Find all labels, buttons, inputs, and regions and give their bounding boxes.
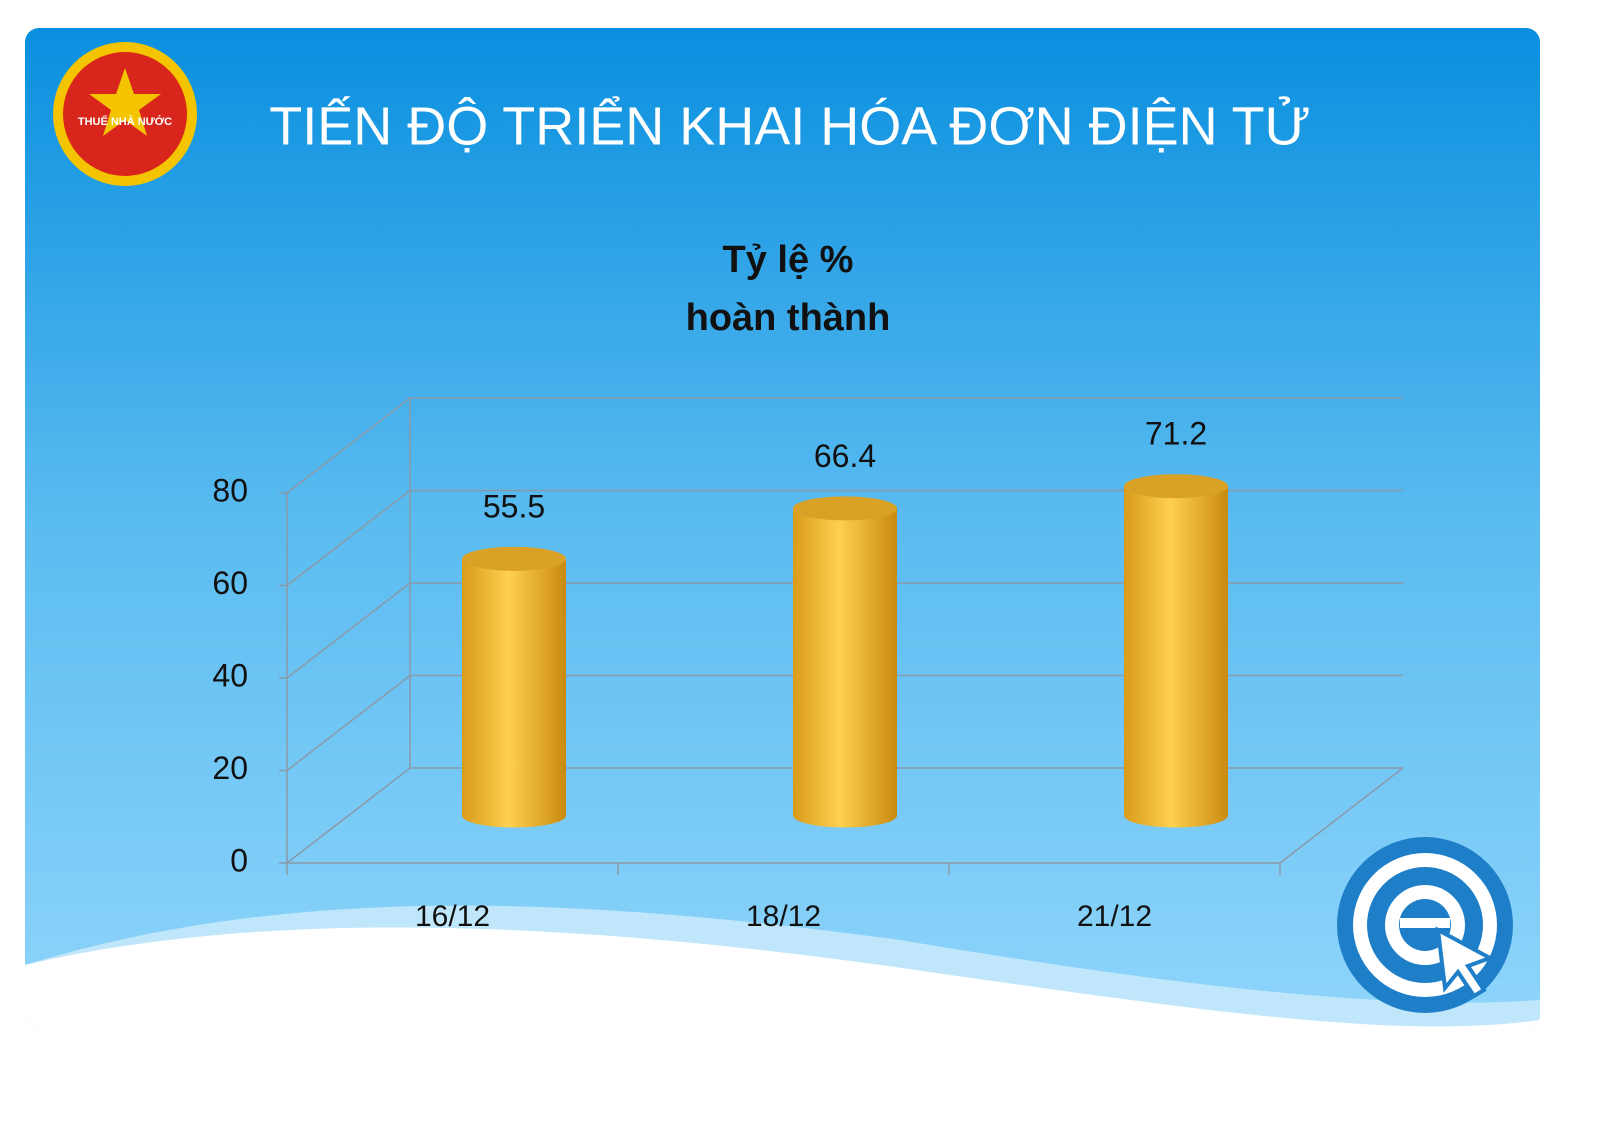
y-tick-label: 60 <box>212 565 248 601</box>
y-tick-label: 40 <box>212 657 248 693</box>
slide-title: TIẾN ĐỘ TRIỂN KHAI HÓA ĐƠN ĐIỆN TỬ <box>269 96 1311 156</box>
chart-title: hoàn thành <box>686 297 891 339</box>
grid-line <box>286 582 1403 679</box>
chart-title: Tỷ lệ % <box>723 239 854 281</box>
y-tick-label: 20 <box>212 750 248 786</box>
y-tick-label: 80 <box>212 472 248 508</box>
x-tick-label: 16/12 <box>415 900 490 933</box>
logo: THUẾ NHÀ NƯỚC <box>53 42 197 186</box>
background <box>25 28 1540 1028</box>
value-label: 71.2 <box>1145 416 1207 452</box>
e-invoice-icon <box>1337 837 1513 1013</box>
grid-line <box>286 767 1403 864</box>
bar-top <box>1124 474 1228 499</box>
bar <box>1124 486 1228 828</box>
value-label: 66.4 <box>814 438 876 474</box>
x-tick-label: 21/12 <box>1077 900 1152 933</box>
y-tick-label: 0 <box>230 842 248 878</box>
chart: 0 20 40 60 80 16/12 55.5 18/12 66.4 21/12 71.2 <box>212 397 1404 933</box>
value-label: 55.5 <box>483 488 545 524</box>
bar <box>793 508 897 828</box>
grid-line <box>286 674 1403 772</box>
bar-top <box>462 546 566 571</box>
grid-line <box>286 489 1403 587</box>
grid-line <box>286 397 1403 494</box>
x-tick-label: 18/12 <box>746 900 821 933</box>
bar-top <box>793 496 897 521</box>
bar <box>462 558 566 828</box>
logo-text: THUẾ NHÀ NƯỚC <box>78 115 172 128</box>
